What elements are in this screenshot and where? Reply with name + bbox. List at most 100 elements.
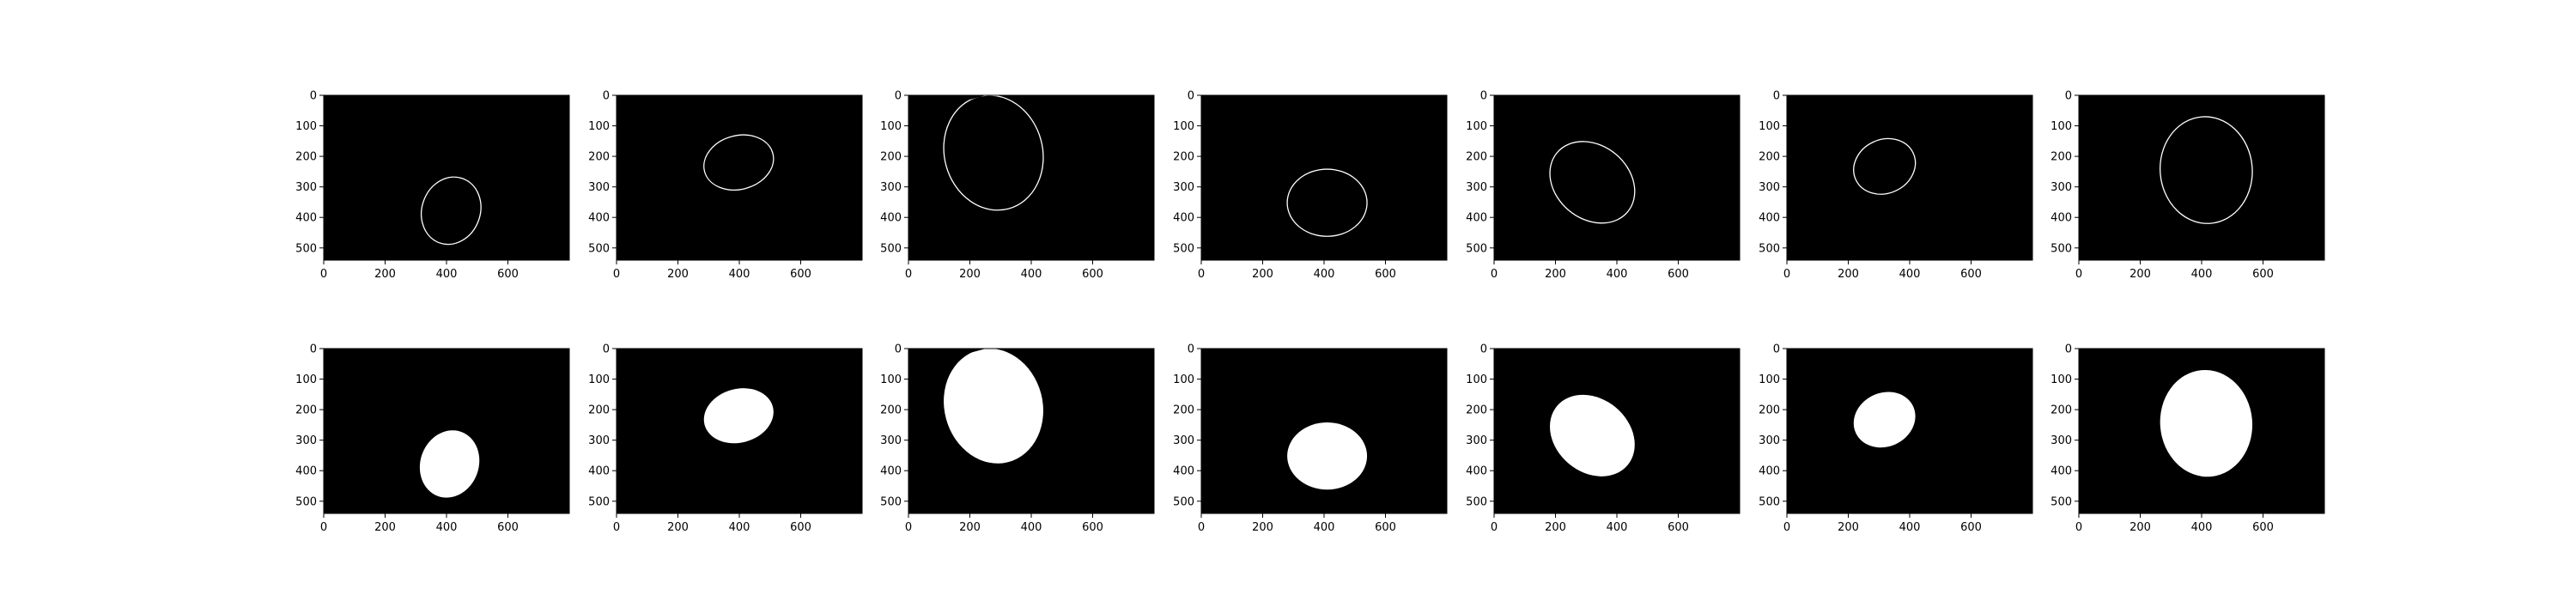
panel-frame	[616, 348, 863, 514]
y-tick-label: 300	[1759, 434, 1780, 447]
y-tick-label: 400	[1466, 465, 1487, 478]
x-tick-label: 200	[374, 268, 396, 281]
y-tick-label: 400	[1466, 212, 1487, 225]
x-tick-label: 600	[1668, 268, 1689, 281]
filled-ellipse-mask	[944, 348, 1043, 464]
x-tick-label: 600	[1375, 268, 1396, 281]
y-tick-label: 200	[1759, 151, 1780, 164]
x-tick-label: 0	[613, 268, 620, 281]
y-tick-label: 400	[295, 465, 317, 478]
x-tick-label: 600	[1960, 521, 1982, 534]
x-tick-label: 0	[1783, 521, 1790, 534]
y-tick-label: 400	[1759, 465, 1780, 478]
x-tick-label: 0	[1783, 268, 1790, 281]
panel-frame	[1493, 348, 1741, 514]
ellipse-outline	[1549, 141, 1636, 224]
x-tick-label: 600	[790, 521, 811, 534]
panel-image-area	[1787, 95, 2032, 260]
ellipse-outline	[2160, 116, 2253, 224]
x-tick-label: 600	[1960, 268, 1982, 281]
x-tick-label: 200	[2129, 521, 2151, 534]
x-tick-label: 600	[790, 268, 811, 281]
ellipse-outline	[1853, 137, 1917, 195]
panel-image-area	[1494, 95, 1740, 260]
filled-ellipse-mask	[1853, 392, 1916, 448]
panel-r1-c7: 0 200 400 600 0 100 200 300 400 500	[2050, 90, 2325, 281]
y-tick-label: 0	[1480, 90, 1487, 103]
x-tick-label: 600	[2252, 521, 2274, 534]
y-tick-label: 300	[2050, 181, 2072, 194]
y-tick-label: 100	[588, 373, 610, 386]
y-tick-label: 100	[880, 120, 902, 133]
panel-frame	[2078, 94, 2325, 261]
y-tick-label: 400	[295, 212, 317, 225]
panel-frame	[616, 94, 863, 261]
y-tick-label: 100	[2050, 120, 2072, 133]
y-tick-label: 400	[2050, 465, 2072, 478]
x-tick-label: 0	[1198, 521, 1205, 534]
y-tick-label: 100	[295, 120, 317, 133]
y-tick-label: 200	[295, 404, 317, 417]
panel-r1-c1: 0 200 400 600 0 100 200 300 400 500	[295, 90, 570, 281]
y-tick-label: 300	[295, 434, 317, 447]
x-tick-label: 0	[1491, 268, 1498, 281]
y-tick-label: 0	[1773, 343, 1780, 356]
y-tick-label: 400	[588, 212, 610, 225]
x-tick-label: 400	[1607, 268, 1628, 281]
x-tick-label: 600	[1668, 521, 1689, 534]
panel-r1-c5: 0 200 400 600 0 100 200 300 400 500	[1466, 90, 1741, 281]
y-tick-label: 100	[2050, 373, 2072, 386]
y-tick-label: 500	[2050, 495, 2072, 508]
y-tick-label: 0	[603, 343, 610, 356]
y-tick-label: 0	[1188, 90, 1194, 103]
x-tick-label: 600	[2252, 268, 2274, 281]
y-tick-label: 0	[2065, 343, 2072, 356]
x-tick-label: 400	[1314, 521, 1335, 534]
panel-frame	[1786, 94, 2033, 261]
y-tick-label: 500	[880, 495, 902, 508]
x-tick-label: 400	[436, 268, 458, 281]
ellipse-outline	[1286, 168, 1368, 237]
x-tick-label: 0	[320, 521, 327, 534]
panel-r1-c4: 0 200 400 600 0 100 200 300 400 500	[1173, 90, 1448, 281]
filled-ellipse-mask	[703, 388, 774, 444]
filled-ellipse-mask	[1550, 394, 1635, 477]
x-tick-label: 0	[905, 268, 912, 281]
panel-image-area	[1201, 95, 1447, 260]
x-tick-label: 0	[2075, 268, 2082, 281]
y-tick-label: 500	[1173, 495, 1194, 508]
y-tick-label: 500	[1466, 495, 1487, 508]
x-tick-label: 0	[905, 521, 912, 534]
y-tick-label: 200	[588, 151, 610, 164]
panel-image-area	[908, 95, 1154, 260]
y-tick-label: 200	[1173, 151, 1194, 164]
x-tick-label: 400	[729, 521, 750, 534]
filled-ellipse-mask	[1287, 422, 1368, 490]
y-tick-label: 100	[1466, 373, 1487, 386]
y-tick-label: 200	[1466, 151, 1487, 164]
y-tick-label: 500	[880, 242, 902, 255]
y-tick-label: 100	[880, 373, 902, 386]
y-tick-label: 300	[1173, 434, 1194, 447]
panel-frame	[323, 348, 570, 514]
y-tick-label: 0	[1480, 343, 1487, 356]
filled-ellipse-mask	[419, 430, 480, 498]
y-tick-label: 500	[588, 242, 610, 255]
y-tick-label: 100	[1466, 120, 1487, 133]
panel-frame	[323, 94, 570, 261]
y-tick-label: 100	[1173, 120, 1194, 133]
y-tick-label: 100	[1759, 373, 1780, 386]
y-tick-label: 200	[588, 404, 610, 417]
y-tick-label: 300	[1759, 181, 1780, 194]
y-tick-label: 400	[2050, 212, 2072, 225]
panel-frame	[908, 348, 1155, 514]
y-tick-label: 100	[588, 120, 610, 133]
panel-r2-c1: 0 200 400 600 0 100 200 300 400 500	[295, 343, 570, 534]
y-tick-label: 300	[588, 181, 610, 194]
x-tick-label: 200	[1252, 268, 1273, 281]
y-tick-label: 500	[295, 495, 317, 508]
x-tick-label: 400	[729, 268, 750, 281]
panel-image-area	[2079, 95, 2324, 260]
